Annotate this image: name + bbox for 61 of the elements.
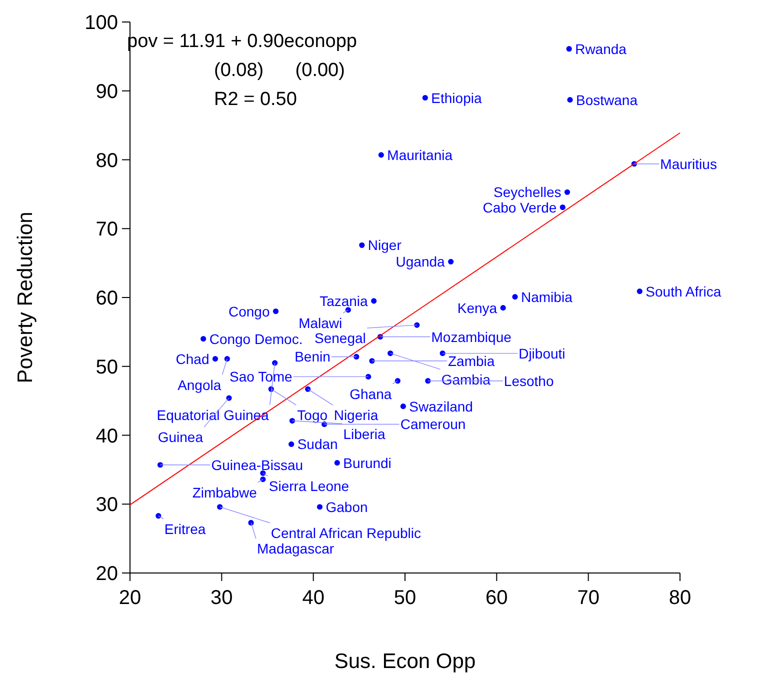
annotation: Gabon [326, 498, 368, 515]
annotation: Seychelles [494, 184, 562, 200]
y-tick-label: 50 [96, 356, 118, 378]
y-axis-title: Poverty Reduction [14, 212, 37, 384]
annotation: Senegal [314, 330, 366, 346]
annotation: Bostwana [576, 92, 638, 108]
annotation: Cameroun [400, 416, 466, 432]
y-tick-label: 90 [96, 80, 118, 103]
y-tick-label: 70 [96, 218, 118, 241]
x-tick-label: 30 [210, 587, 233, 609]
x-tick-label: 60 [486, 587, 508, 609]
annotation: Rwanda [575, 40, 627, 57]
y-tick-label: 100 [84, 12, 118, 34]
x-tick-label: 70 [577, 587, 600, 609]
annotation: (0.08) (0.00) [214, 60, 345, 81]
x-tick-label: 40 [302, 587, 324, 609]
annotation: Sao Tome [230, 368, 293, 385]
annotation: Mozambique [431, 328, 512, 345]
annotation: Malawi [298, 314, 342, 331]
annotation: Congo [228, 303, 270, 320]
annotation: Sudan [297, 436, 338, 452]
y-tick-label: 20 [96, 563, 118, 585]
annotation: Sierra Leone [268, 478, 350, 494]
annotation: Madagascar [257, 540, 334, 557]
annotation: Angola [178, 376, 222, 393]
annotation: Djibouti [518, 345, 566, 362]
annotation: Burundi [343, 454, 392, 471]
annotation: Uganda [396, 254, 446, 270]
annotation: Cabo Verde [482, 199, 557, 216]
annotation: Guinea-Bissau [211, 456, 304, 473]
annotation: R2 = 0.50 [214, 89, 297, 110]
annotation: Nigeria [334, 407, 378, 424]
annotation: Congo Democ. [209, 330, 303, 347]
annotation: Zambia [448, 352, 495, 369]
annotation: Togo [297, 407, 328, 424]
y-tick-label: 40 [96, 425, 118, 448]
annotation: Guinea [158, 429, 204, 446]
annotation: Mauritius [660, 156, 717, 172]
annotation: Ghana [350, 386, 392, 402]
annotation: Benin [294, 348, 330, 365]
x-axis-title: Sus. Econ Opp [334, 650, 476, 673]
annotation: Chad [176, 350, 210, 367]
x-tick-label: 20 [118, 587, 142, 609]
annotation: Kenya [457, 300, 498, 316]
x-tick-label: 80 [668, 587, 692, 609]
annotation: Eritrea [164, 520, 206, 537]
annotation: Tazania [320, 292, 368, 309]
y-tick-label: 80 [96, 150, 118, 172]
annotation: South Africa [646, 283, 722, 300]
annotation: Swaziland [409, 398, 473, 414]
annotation: Namibia [521, 288, 573, 305]
annotation: Mauritania [387, 146, 453, 163]
annotation: Ethiopia [431, 90, 482, 106]
y-tick-label: 60 [96, 288, 118, 310]
annotation: Niger [368, 237, 402, 254]
y-tick-label: 30 [96, 494, 118, 516]
annotation: Liberia [343, 426, 386, 442]
annotation: Zimbabwe [192, 484, 258, 500]
x-tick-label: 50 [394, 587, 416, 609]
annotation: Central African Republic [270, 524, 422, 541]
annotation: Lesotho [504, 372, 554, 389]
